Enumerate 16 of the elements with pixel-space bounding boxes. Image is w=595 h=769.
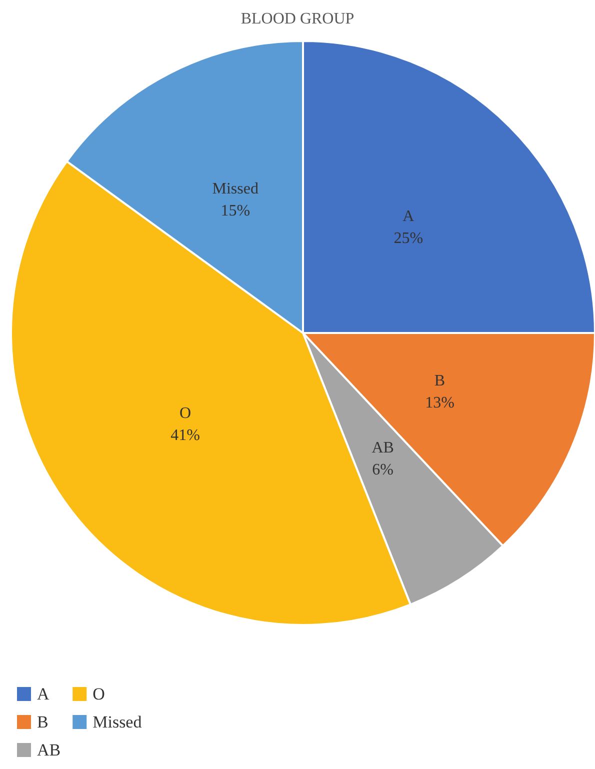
data-label: 41% (170, 426, 200, 444)
slice-label: O (179, 404, 192, 422)
slice-label: Missed (212, 180, 258, 198)
data-label: 13% (425, 394, 454, 412)
data-label: 6% (372, 461, 394, 478)
chart-title: BLOOD GROUP (240, 10, 354, 28)
data-label: 25% (394, 230, 424, 248)
slice-label: B (434, 372, 446, 390)
slice-label: AB (372, 439, 394, 456)
slice-label: A (402, 208, 415, 226)
data-label: 15% (220, 202, 250, 220)
legend-label: A (37, 684, 50, 704)
legend-label: Missed (92, 712, 142, 732)
legend-label: B (37, 712, 48, 732)
legend-label: O (92, 684, 105, 704)
legend-label: AB (37, 740, 61, 760)
